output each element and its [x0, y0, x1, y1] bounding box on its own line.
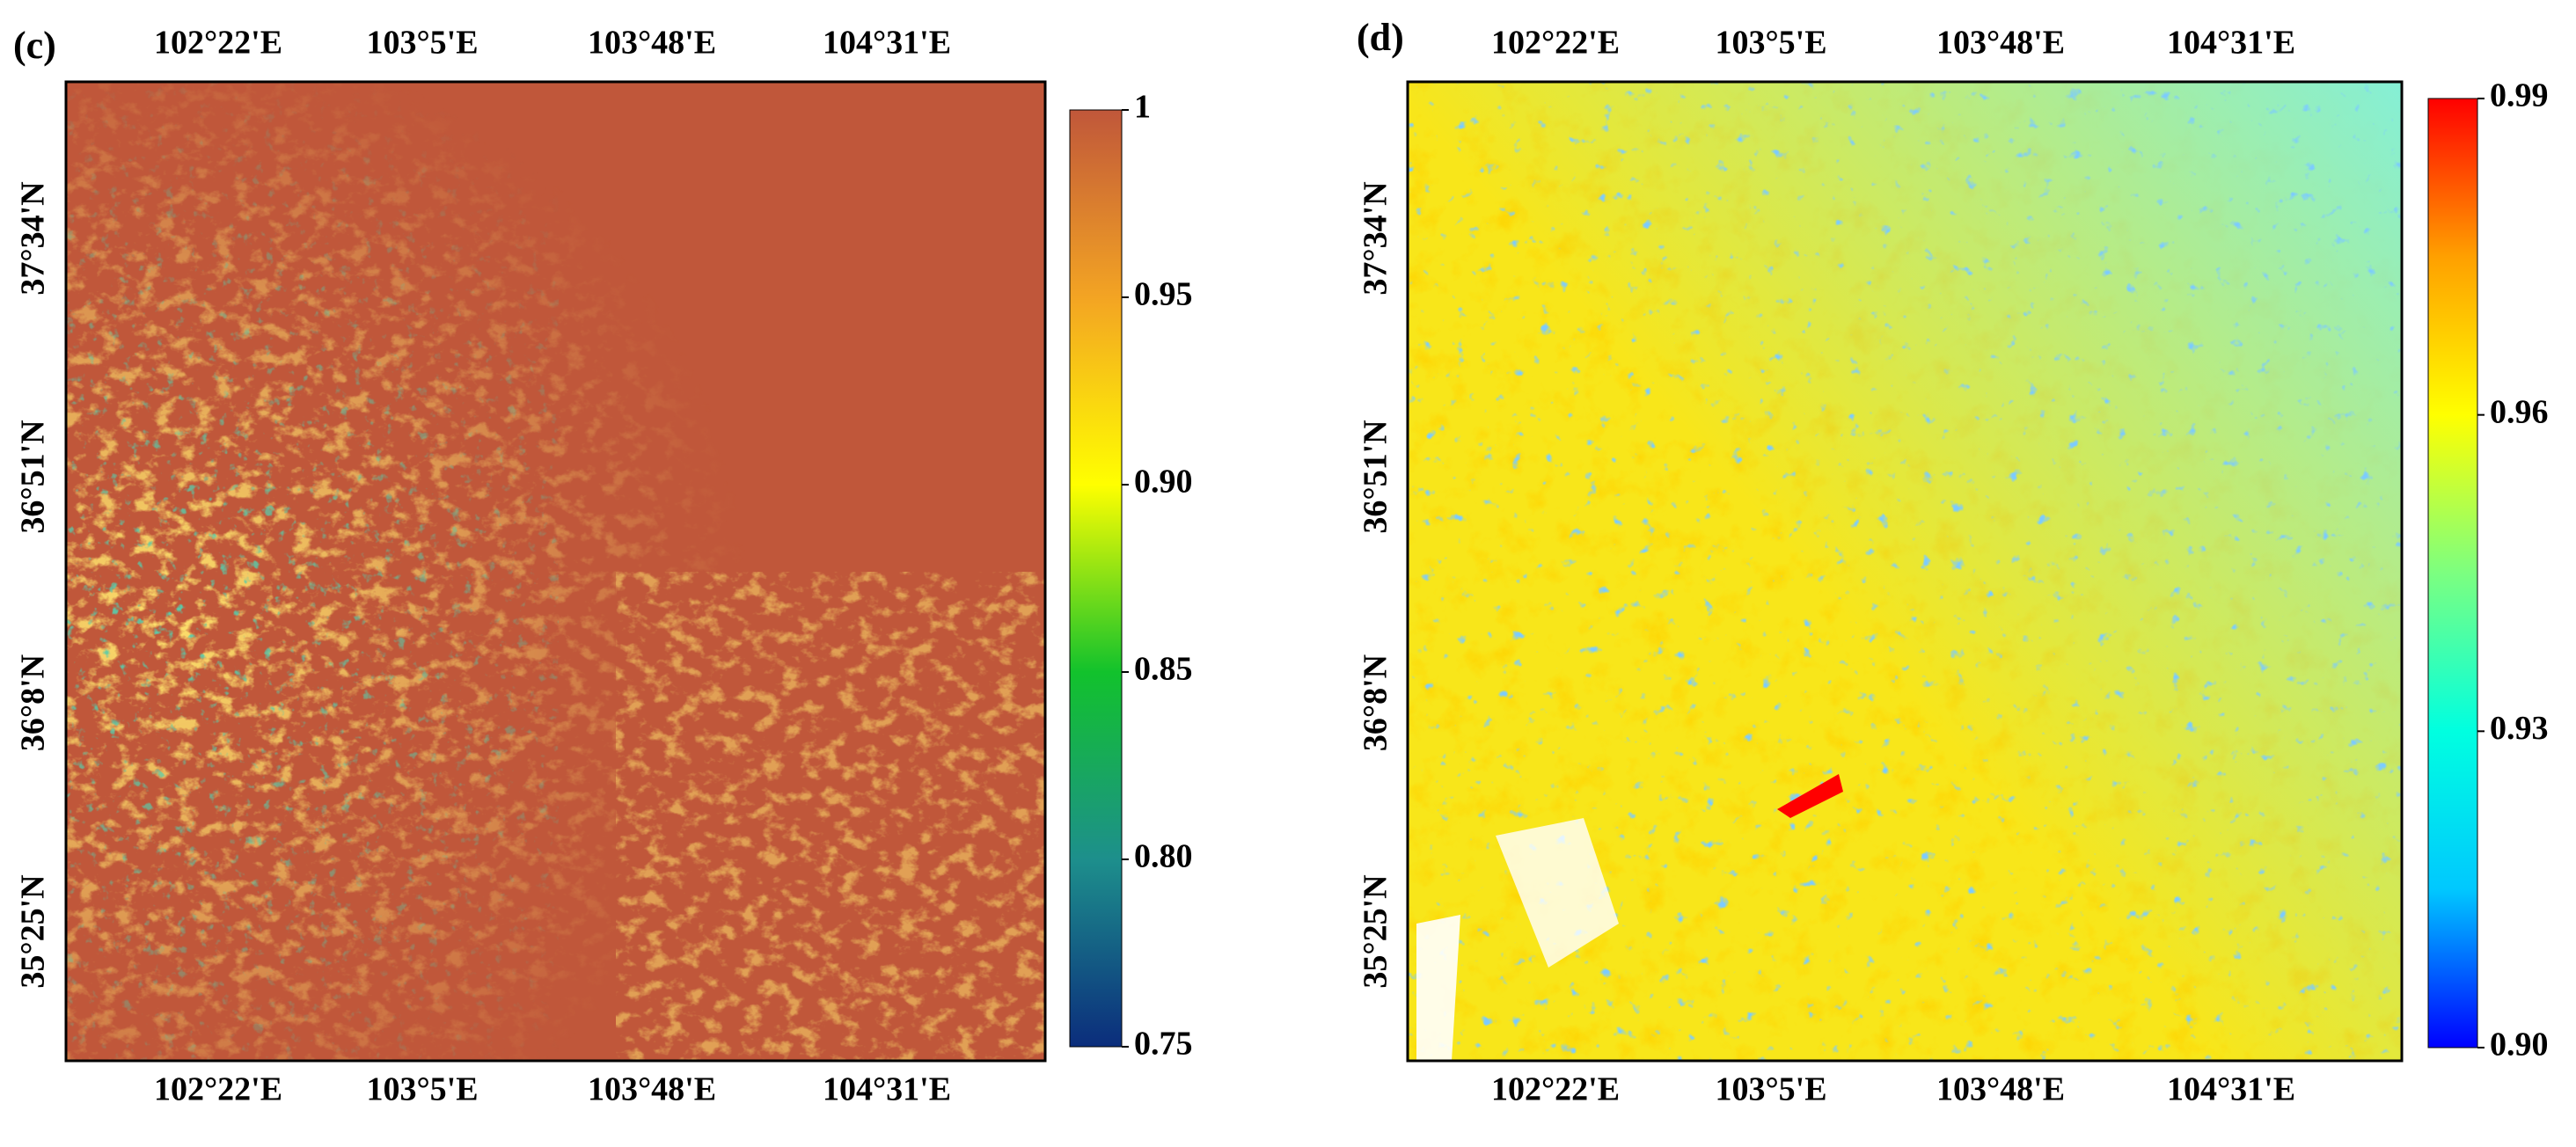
lon-label: 103°5'E — [366, 25, 478, 62]
lon-label: 104°31'E — [2167, 25, 2295, 62]
colorbar-tick-label: 0.80 — [1134, 838, 1193, 875]
lon-label: 102°22'E — [1491, 1071, 1620, 1108]
lat-label: 37°34'N — [1358, 181, 1394, 295]
lon-label: 104°31'E — [2167, 1071, 2295, 1108]
colorbar-tick-label: 0.90 — [1134, 464, 1193, 500]
colorbar-tick-label: 0.75 — [1134, 1026, 1193, 1063]
map-d — [1408, 82, 2402, 1061]
lon-label: 103°48'E — [1936, 1071, 2065, 1108]
lat-label: 35°25'N — [1358, 874, 1394, 988]
colorbar-tick-label: 0.90 — [2490, 1026, 2549, 1063]
frame — [64, 80, 1047, 1063]
map-c — [66, 82, 1045, 1061]
colorbar-tick-label: 0.99 — [2490, 77, 2549, 114]
lon-label: 104°31'E — [823, 1071, 951, 1108]
lon-label: 103°5'E — [1715, 1071, 1826, 1108]
colorbar-tick-label: 0.85 — [1134, 651, 1193, 688]
lon-label: 103°48'E — [1936, 25, 2065, 62]
lat-label: 37°34'N — [15, 181, 52, 295]
lat-label: 36°51'N — [15, 420, 52, 533]
panel-label: (d) — [1357, 16, 1404, 59]
colorbar — [1069, 109, 1123, 1048]
colorbar-tick-label: 0.95 — [1134, 276, 1193, 313]
lon-label: 102°22'E — [154, 1071, 282, 1108]
lon-label: 102°22'E — [154, 25, 282, 62]
lon-label: 103°5'E — [366, 1071, 478, 1108]
colorbar-tick-label: 0.93 — [2490, 710, 2549, 747]
lon-label: 103°5'E — [1715, 25, 1826, 62]
lat-label: 36°8'N — [15, 654, 52, 751]
lat-label: 35°25'N — [15, 874, 52, 988]
lon-label: 104°31'E — [823, 25, 951, 62]
lat-label: 36°8'N — [1358, 654, 1394, 751]
lon-label: 103°48'E — [588, 1071, 716, 1108]
frame — [1406, 80, 2404, 1063]
lon-label: 102°22'E — [1491, 25, 1620, 62]
colorbar-tick-label: 1 — [1134, 89, 1151, 126]
colorbar-tick-label: 0.96 — [2490, 393, 2549, 430]
panel-label: (c) — [13, 24, 56, 67]
lon-label: 103°48'E — [588, 25, 716, 62]
colorbar — [2427, 98, 2478, 1048]
lat-label: 36°51'N — [1358, 420, 1394, 533]
